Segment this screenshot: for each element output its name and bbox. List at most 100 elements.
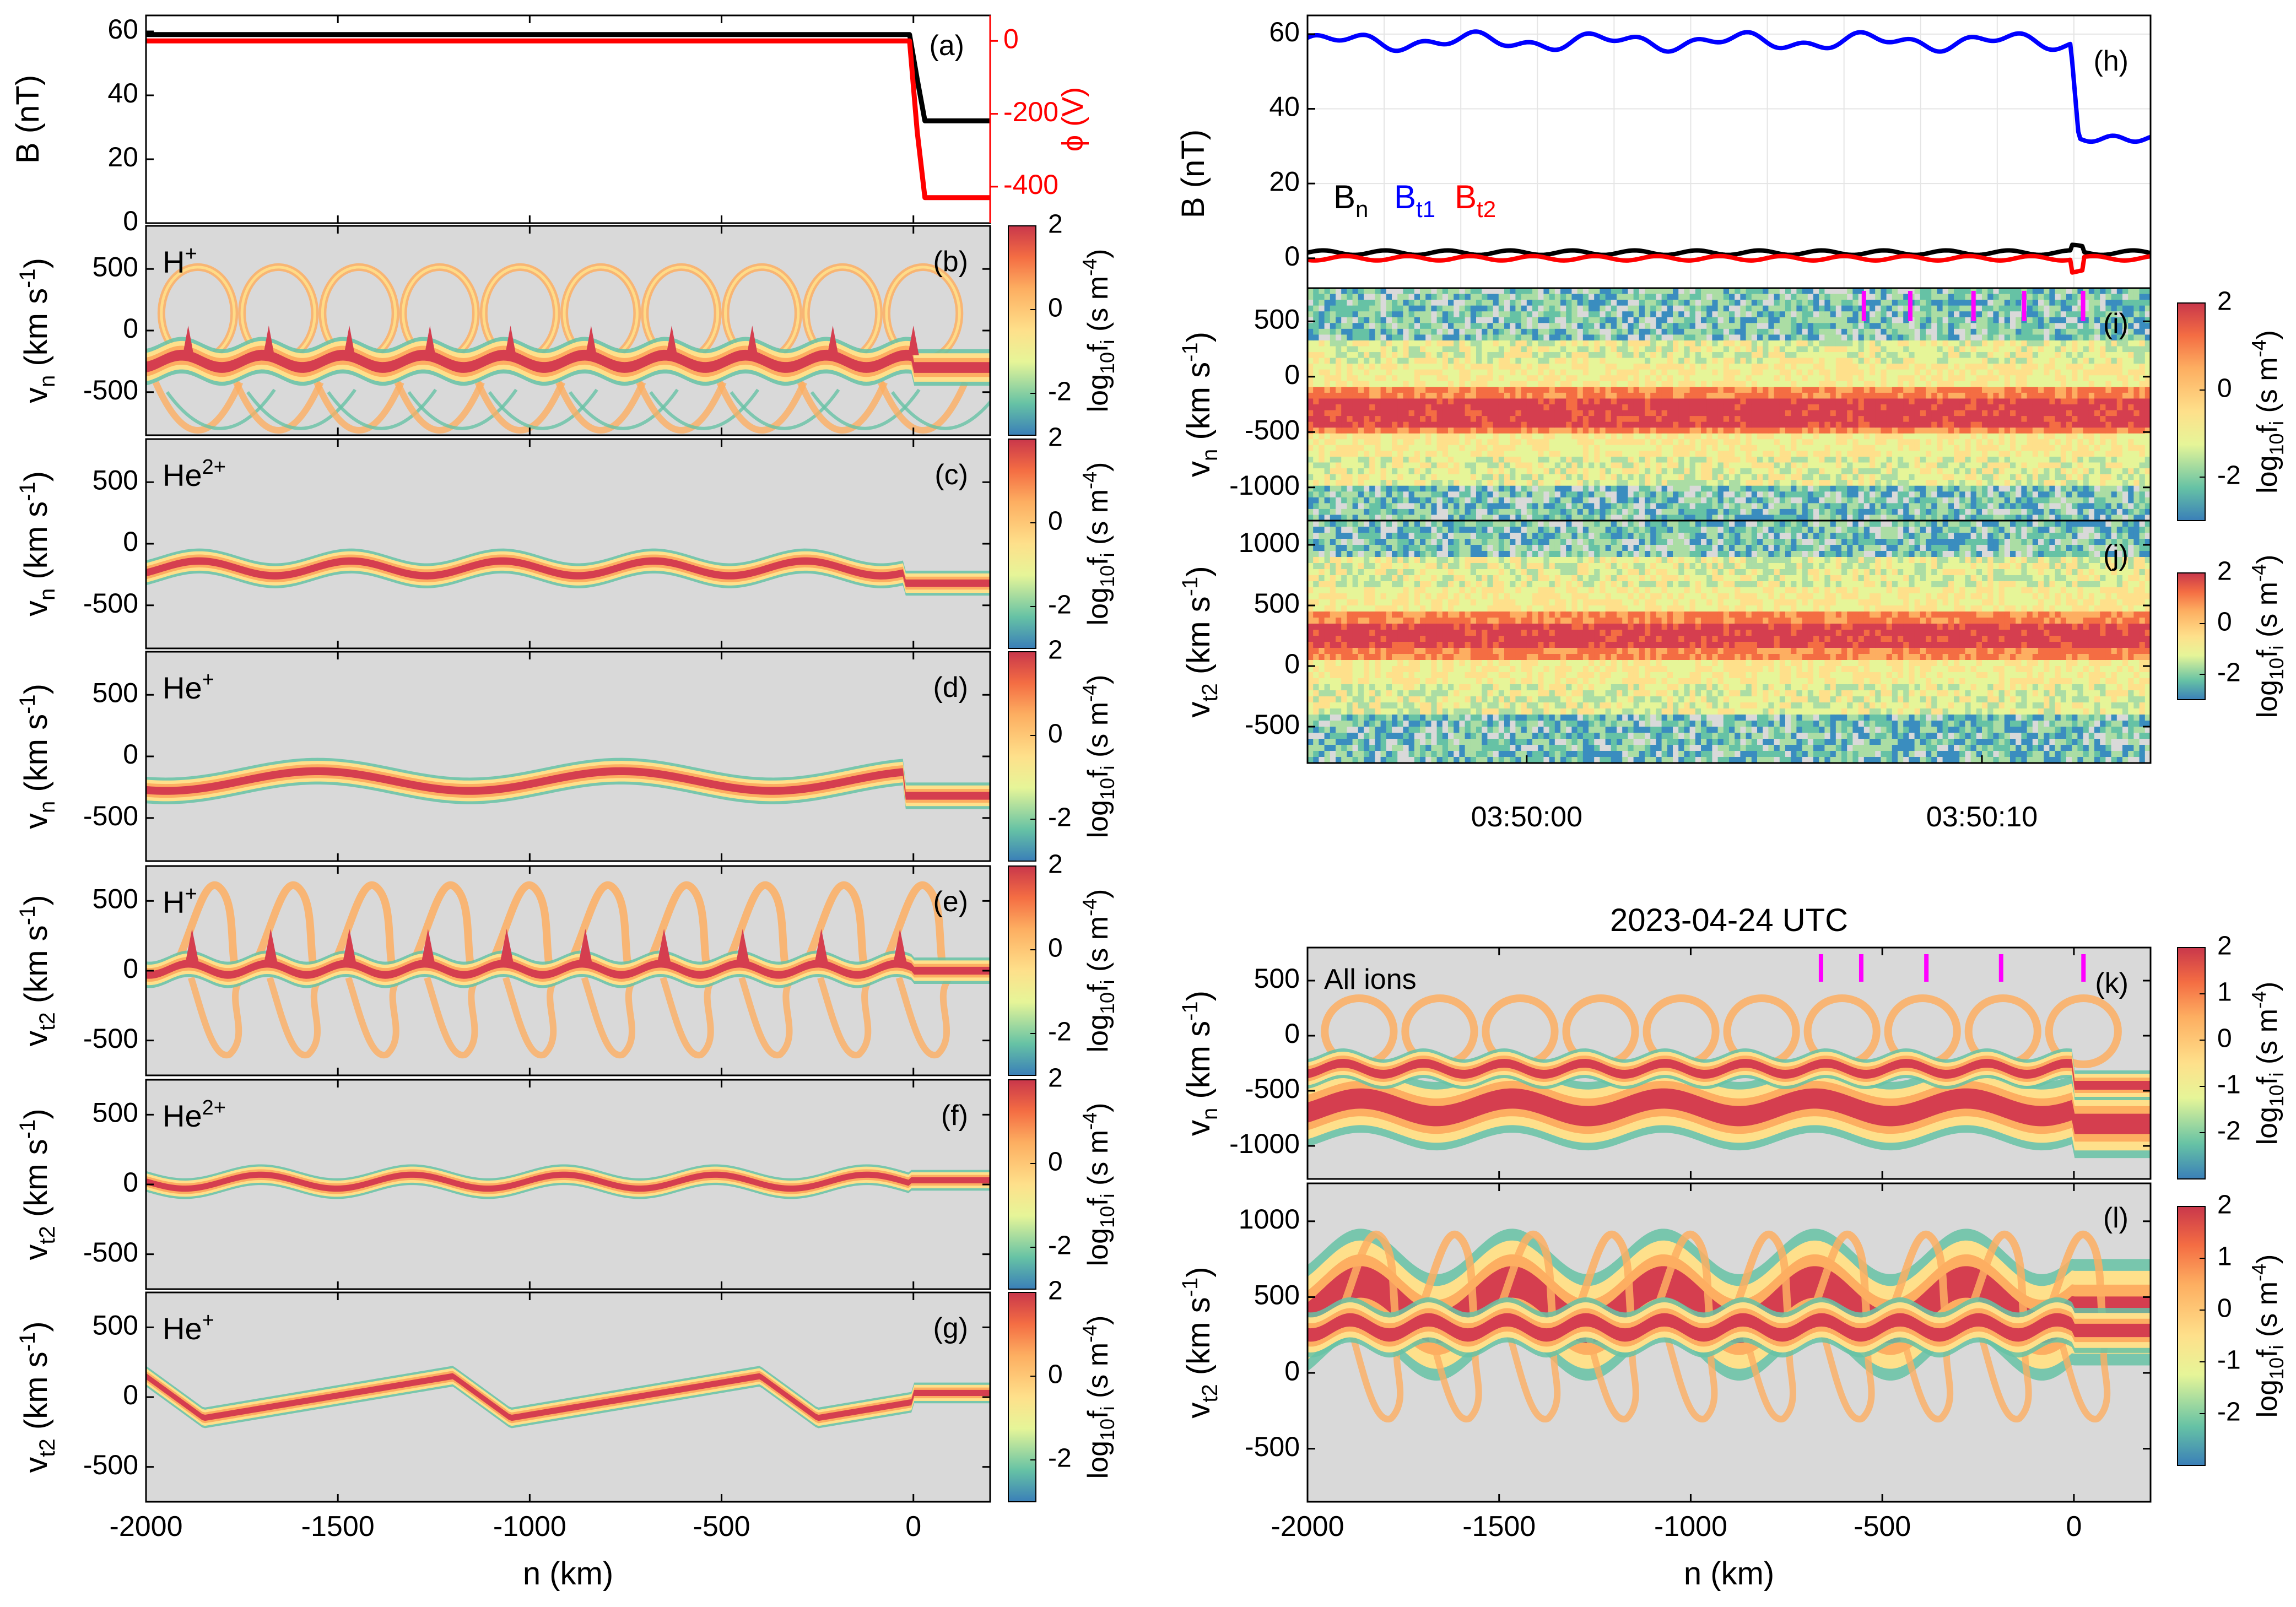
heat-cell bbox=[1689, 497, 1696, 504]
heat-cell bbox=[1870, 468, 1876, 475]
heat-cell bbox=[1858, 468, 1865, 475]
heat-cell bbox=[1498, 428, 1505, 434]
heat-cell bbox=[1735, 398, 1741, 405]
heat-cell bbox=[1414, 503, 1420, 510]
heat-cell bbox=[1454, 288, 1460, 295]
heat-cell bbox=[1397, 428, 1403, 434]
heat-cell bbox=[1830, 358, 1836, 364]
heat-cell bbox=[1543, 462, 1550, 469]
heat-cell bbox=[1454, 328, 1460, 335]
heat-cell bbox=[1667, 328, 1673, 335]
heat-cell bbox=[1645, 300, 1651, 306]
heat-cell bbox=[1791, 468, 1797, 475]
heat-cell bbox=[1650, 300, 1656, 306]
heat-cell bbox=[1841, 323, 1847, 329]
heat-cell bbox=[1521, 387, 1527, 393]
heat-cell bbox=[1336, 381, 1342, 387]
y-tick-label: 0 bbox=[123, 739, 138, 770]
heat-cell bbox=[1673, 328, 1679, 335]
heat-cell bbox=[1712, 375, 1719, 382]
heat-cell bbox=[1369, 421, 1375, 428]
heat-cell bbox=[1729, 305, 1735, 312]
heat-cell bbox=[1926, 317, 1932, 323]
heat-cell bbox=[1498, 410, 1505, 416]
heat-cell bbox=[1757, 375, 1763, 382]
heat-cell bbox=[1554, 288, 1561, 295]
heat-cell bbox=[1830, 375, 1836, 382]
heat-cell bbox=[1515, 485, 1522, 492]
heat-cell bbox=[1684, 340, 1690, 347]
heat-cell bbox=[1589, 317, 1595, 323]
heat-cell bbox=[1330, 404, 1336, 411]
heat-cell bbox=[1875, 474, 1881, 480]
heat-cell bbox=[1695, 404, 1701, 411]
heat-cell bbox=[1521, 328, 1527, 335]
heat-cell bbox=[1909, 340, 1915, 347]
heat-cell bbox=[1566, 404, 1572, 411]
heat-cell bbox=[1358, 346, 1364, 353]
heat-cell bbox=[1796, 451, 1803, 457]
heat-cell bbox=[1870, 364, 1876, 370]
heat-cell bbox=[1875, 294, 1881, 300]
heat-cell bbox=[1740, 311, 1747, 318]
panel-label: (a) bbox=[929, 30, 964, 62]
heat-cell bbox=[1369, 305, 1375, 312]
heat-cell bbox=[1847, 358, 1853, 364]
heat-cell bbox=[1667, 352, 1673, 359]
heat-cell bbox=[1600, 439, 1606, 446]
heat-cell bbox=[1779, 381, 1786, 387]
heat-cell bbox=[1886, 503, 1893, 510]
heat-cell bbox=[1735, 305, 1741, 312]
heat-cell bbox=[1308, 421, 1314, 428]
heat-cell bbox=[1695, 508, 1701, 516]
heat-cell bbox=[1886, 334, 1893, 341]
heat-cell bbox=[1695, 439, 1701, 446]
heat-cell bbox=[1425, 311, 1431, 318]
heat-cell bbox=[1336, 445, 1342, 451]
legend-text: B bbox=[1333, 178, 1355, 215]
heat-cell bbox=[1712, 387, 1719, 393]
heat-cell bbox=[1431, 485, 1438, 492]
heat-cell bbox=[1740, 323, 1747, 329]
heat-cell bbox=[1611, 428, 1617, 434]
heat-cell bbox=[1768, 387, 1775, 393]
heat-cell bbox=[1554, 515, 1561, 521]
heat-cell bbox=[1751, 445, 1758, 451]
heat-cell bbox=[1605, 387, 1612, 393]
heat-cell bbox=[1774, 375, 1780, 382]
heat-cell bbox=[1549, 433, 1555, 440]
heat-cell bbox=[1431, 392, 1438, 399]
heat-cell bbox=[1498, 462, 1505, 469]
heat-cell bbox=[1689, 364, 1696, 370]
heat-cell bbox=[1717, 462, 1724, 469]
heat-cell bbox=[1330, 288, 1336, 295]
heat-cell bbox=[1835, 468, 1842, 475]
heat-cell bbox=[1661, 421, 1668, 428]
heat-cell bbox=[1796, 381, 1803, 387]
colorbar-tick-label: -2 bbox=[1048, 1444, 1072, 1473]
heat-cell bbox=[1723, 462, 1730, 469]
heat-cell bbox=[1852, 387, 1859, 393]
heat-cell bbox=[1712, 323, 1719, 329]
heat-cell bbox=[1364, 369, 1370, 376]
heat-cell bbox=[1852, 485, 1859, 492]
heat-cell bbox=[1589, 334, 1595, 341]
heat-cell bbox=[1504, 352, 1510, 359]
heat-cell bbox=[1673, 404, 1679, 411]
heat-cell bbox=[1785, 317, 1791, 323]
cb-label-sub: 10 bbox=[1096, 1419, 1119, 1441]
heat-cell bbox=[1684, 305, 1690, 312]
heat-cell bbox=[1791, 305, 1797, 312]
heat-cell bbox=[1847, 392, 1853, 399]
heat-cell bbox=[1706, 433, 1712, 440]
spike bbox=[907, 326, 919, 355]
heat-cell bbox=[1886, 381, 1893, 387]
heat-cell bbox=[1397, 358, 1403, 364]
heat-cell bbox=[1397, 503, 1403, 510]
heat-cell bbox=[1380, 416, 1387, 423]
heat-cell bbox=[1420, 305, 1426, 312]
heat-cell bbox=[1319, 416, 1325, 423]
heat-cell bbox=[1308, 503, 1314, 510]
heat-cell bbox=[1712, 416, 1719, 423]
heat-cell bbox=[1425, 410, 1431, 416]
